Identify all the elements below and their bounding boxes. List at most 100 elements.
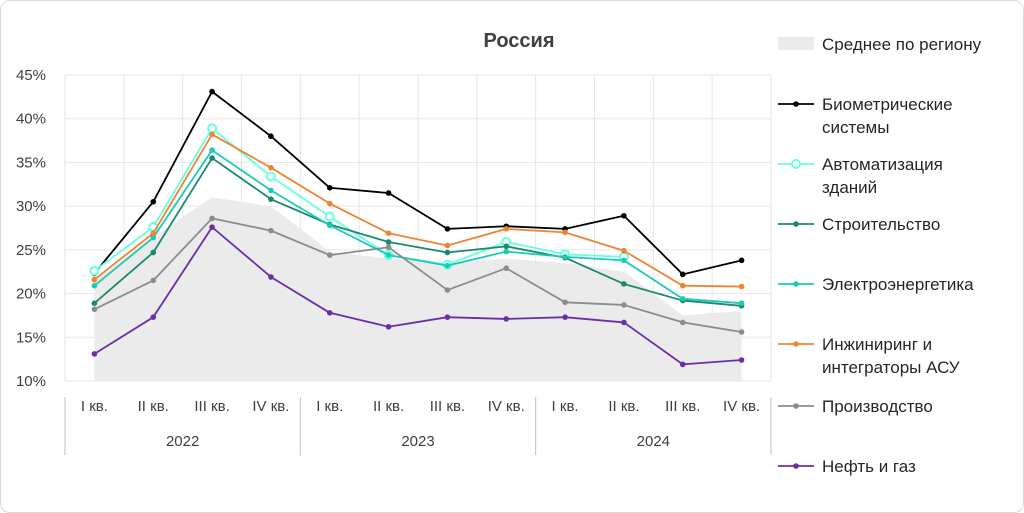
y-tick-label: 20% — [16, 286, 46, 303]
series-layer — [89, 88, 745, 368]
series-3 — [91, 147, 745, 306]
data-point — [385, 244, 392, 251]
data-point — [738, 283, 745, 290]
x-tick-label: IV кв. — [488, 398, 525, 415]
x-group-label: 2022 — [166, 433, 199, 450]
legend-item: Биометрические системы — [778, 95, 953, 137]
x-tick-label: I кв. — [81, 398, 108, 415]
series-4 — [91, 131, 745, 290]
data-point — [268, 187, 274, 194]
x-tick-label: IV кв. — [252, 398, 289, 415]
data-point — [503, 243, 510, 250]
data-point — [268, 227, 274, 234]
legend-label: Автоматизация — [822, 155, 943, 174]
data-point — [621, 257, 627, 264]
data-point — [679, 361, 686, 368]
data-point — [265, 171, 276, 182]
legend-swatch-marker — [793, 463, 799, 469]
series-line — [93, 226, 742, 366]
data-point — [91, 306, 98, 313]
data-point — [326, 252, 333, 258]
data-point — [268, 164, 274, 171]
data-point — [209, 88, 215, 95]
data-point — [91, 300, 98, 306]
legend-label: Производство — [822, 397, 933, 416]
x-group-label: 2024 — [637, 433, 670, 450]
data-point — [621, 212, 627, 219]
data-point — [91, 276, 98, 283]
data-point — [268, 274, 274, 280]
legend-label: Нефть и газ — [822, 457, 916, 476]
data-point — [503, 226, 510, 232]
data-point — [444, 287, 451, 293]
x-tick-label: II кв. — [608, 398, 639, 415]
x-tick-label: III кв. — [665, 398, 700, 415]
legend-label: Среднее по региону — [822, 35, 982, 54]
data-point — [503, 316, 510, 322]
series-5 — [91, 215, 745, 335]
data-point — [209, 215, 215, 222]
series-line — [93, 149, 742, 305]
data-point — [209, 155, 215, 161]
data-point — [621, 281, 627, 287]
y-tick-label: 40% — [16, 111, 46, 128]
y-tick-label: 35% — [16, 154, 46, 171]
series-line — [93, 133, 742, 288]
data-point — [150, 198, 157, 205]
legend-label: интеграторы АСУ — [822, 358, 960, 377]
data-point — [268, 133, 274, 139]
data-point — [385, 239, 392, 245]
data-point — [621, 302, 627, 308]
series-line — [94, 217, 742, 333]
data-point — [562, 314, 568, 320]
data-point — [326, 310, 333, 316]
x-group-label: 2023 — [401, 433, 434, 450]
data-point — [209, 147, 215, 153]
data-point — [562, 229, 568, 236]
legend-label: Электроэнергетика — [822, 275, 974, 294]
data-point — [150, 277, 157, 284]
y-axis: 10% 15% 20% 25% 30% 35% 40% 45% — [16, 67, 46, 390]
data-point — [679, 282, 686, 289]
legend-item: Инжиниринг и интеграторы АСУ — [778, 335, 960, 377]
legend-swatch-marker — [793, 403, 799, 409]
data-point — [679, 319, 686, 326]
data-point — [738, 357, 745, 363]
x-tick-label: IV кв. — [723, 398, 760, 415]
legend-swatch-marker — [793, 101, 799, 107]
legend-item: Автоматизация зданий — [778, 155, 943, 197]
y-tick-label: 30% — [16, 198, 46, 215]
legend-item: Нефть и газ — [778, 457, 916, 476]
data-point — [385, 190, 392, 196]
data-point — [385, 252, 392, 258]
x-tick-label: II кв. — [138, 398, 169, 415]
x-tick-label: III кв. — [430, 398, 465, 415]
data-point — [209, 131, 215, 138]
legend-label: Биометрические — [822, 95, 953, 114]
legend-swatch-area — [778, 37, 814, 50]
data-point — [444, 262, 451, 269]
data-point — [207, 123, 218, 134]
legend-label: Строительство — [822, 215, 940, 234]
series-line — [93, 90, 742, 276]
data-point — [326, 200, 333, 207]
data-point — [91, 282, 98, 289]
data-point — [150, 234, 157, 241]
data-point — [444, 242, 451, 249]
data-point — [562, 254, 568, 260]
data-point — [444, 314, 451, 320]
data-point — [89, 265, 100, 276]
legend-item: Строительство — [778, 215, 940, 234]
area-layer — [94, 197, 742, 381]
legend-label: Инжиниринг и — [822, 335, 932, 354]
legend-item: Производство — [778, 397, 933, 416]
legend-swatch-marker — [791, 159, 801, 169]
legend-swatch-marker — [793, 341, 799, 347]
chart-title: Россия — [483, 30, 554, 52]
data-point — [679, 271, 686, 278]
data-point — [503, 248, 510, 255]
data-point — [209, 224, 215, 230]
data-point — [326, 184, 333, 191]
data-point — [326, 222, 333, 229]
y-tick-label: 45% — [16, 67, 46, 84]
